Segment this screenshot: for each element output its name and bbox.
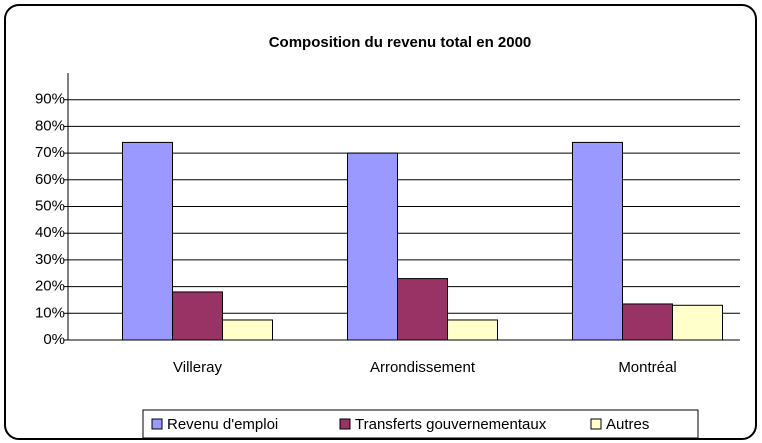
legend-box xyxy=(142,409,699,439)
bar xyxy=(172,291,223,341)
chart-title: Composition du revenu total en 2000 xyxy=(269,34,532,51)
y-tick-label: 60% xyxy=(35,171,65,188)
bar xyxy=(122,141,173,341)
y-tick-label: 90% xyxy=(35,91,65,108)
bar xyxy=(622,303,673,341)
y-tick-label: 0% xyxy=(43,331,65,348)
bar xyxy=(447,319,498,341)
y-tick-label: 50% xyxy=(35,197,65,214)
bar xyxy=(222,319,273,341)
bar xyxy=(672,304,723,341)
x-tick-label: Montréal xyxy=(618,359,676,376)
y-tick-label: 70% xyxy=(35,144,65,161)
legend-swatch xyxy=(151,418,163,430)
legend-label: Transferts gouvernementaux xyxy=(355,416,547,433)
legend-label: Autres xyxy=(606,416,649,433)
y-tick-label: 30% xyxy=(35,251,65,268)
legend-label: Revenu d'emploi xyxy=(167,416,278,433)
bar xyxy=(397,278,448,341)
legend-swatch xyxy=(590,418,602,430)
legend-swatch xyxy=(339,418,351,430)
bar xyxy=(347,152,398,341)
bar xyxy=(572,141,623,341)
y-tick-label: 80% xyxy=(35,117,65,134)
y-tick-label: 20% xyxy=(35,278,65,295)
y-tick-label: 40% xyxy=(35,224,65,241)
x-tick-label: Villeray xyxy=(173,359,222,376)
y-tick-label: 10% xyxy=(35,304,65,321)
x-tick-label: Arrondissement xyxy=(370,359,476,376)
